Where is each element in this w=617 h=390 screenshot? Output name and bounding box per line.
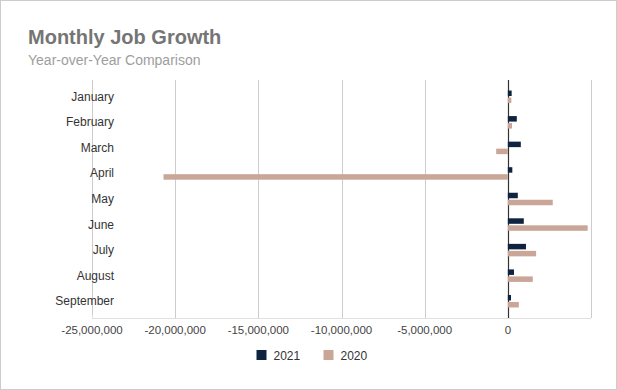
grid-line [342,80,343,318]
legend-label: 2021 [274,349,301,363]
category-label: September [55,294,114,308]
category-label: May [91,192,114,206]
subtitle: Year-over-Year Comparison [28,52,201,68]
chart-svg: Monthly Job Growth Year-over-Year Compari… [0,0,617,390]
grid-line [425,80,426,318]
bar [508,200,553,206]
bar [508,269,514,275]
category-label: June [88,218,114,232]
legend-label: 2020 [341,349,368,363]
tick-label: -25,000,000 [61,324,122,336]
bar [164,174,508,180]
grid-line [175,80,176,318]
bar [508,167,512,173]
bar [508,98,511,104]
bar [508,276,533,282]
chart-border [1,1,617,390]
tick-label: -5,000,000 [397,324,452,336]
legend-swatch [324,350,334,360]
grid [93,80,509,318]
bar [508,244,526,250]
bar [508,193,518,199]
title: Monthly Job Growth [28,26,221,48]
range-start-line [92,315,93,318]
bar [496,149,508,155]
x-axis-line [92,318,591,319]
bar [508,225,588,231]
bar [508,302,519,308]
bar [508,218,524,224]
tick-label: -20,000,000 [144,324,205,336]
legend: 2021 2020 [257,349,368,363]
tick-label: -10,000,000 [311,324,372,336]
zero-line [508,80,509,318]
category-label: February [66,115,114,129]
bar [508,251,536,257]
legend-swatch [257,350,267,360]
chart-root: Monthly Job Growth Year-over-Year Compari… [0,0,617,390]
bar [508,91,512,97]
bar [508,123,512,129]
bar [508,116,517,122]
grid-line [258,80,259,318]
category-label: July [93,243,114,257]
range-end-line [591,80,592,318]
category-label: March [81,141,114,155]
category-label: April [90,166,114,180]
bars [164,91,588,308]
bar [508,142,521,148]
category-label: August [77,269,115,283]
tick-label: 0 [505,324,511,336]
tick-label: -15,000,000 [228,324,289,336]
category-label: January [71,90,114,104]
bar [508,295,511,301]
